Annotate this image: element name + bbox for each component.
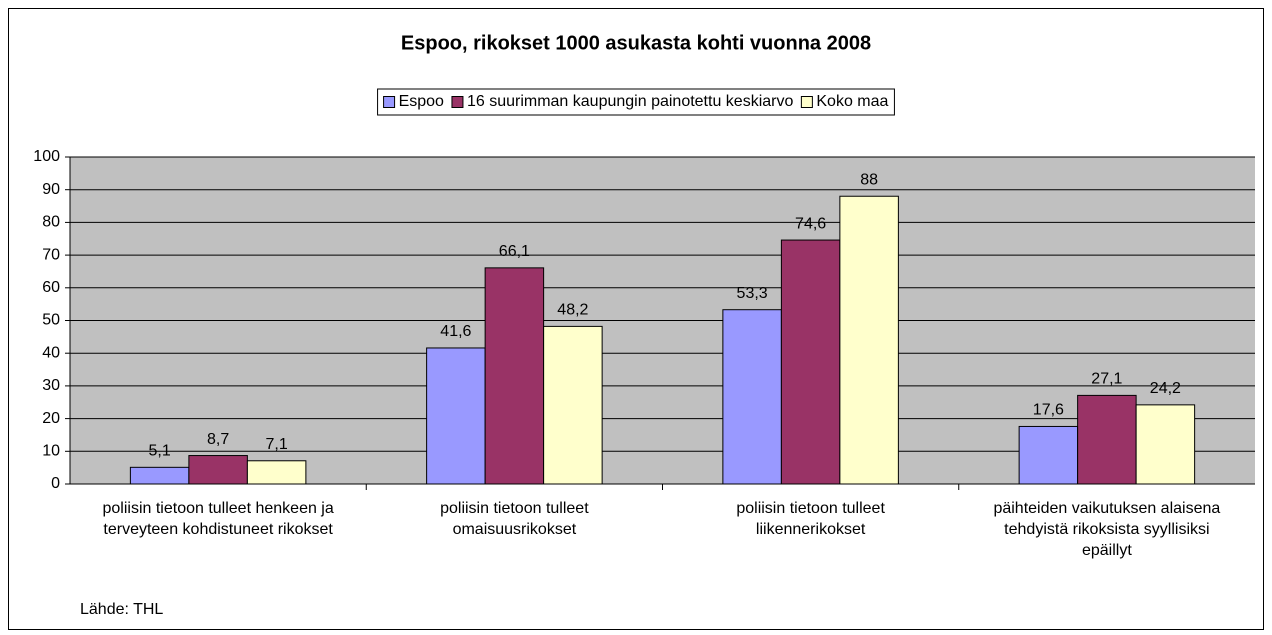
- bar: [188, 455, 248, 485]
- legend-label: Koko maa: [816, 93, 888, 110]
- bar: [426, 347, 486, 485]
- bar: [129, 466, 190, 485]
- data-label: 53,3: [737, 285, 768, 302]
- data-label: 17,6: [1033, 402, 1064, 419]
- chart-title: Espoo, rikokset 1000 asukasta kohti vuon…: [401, 32, 871, 54]
- x-tick-label: päihteiden vaikutuksen alaisena tehdyist…: [993, 500, 1221, 559]
- legend-label: 16 suurimman kaupungin painotettu keskia…: [467, 93, 794, 110]
- y-tick-label: 60: [42, 279, 60, 296]
- y-tick-label: 50: [42, 312, 60, 329]
- legend-label: Espoo: [399, 93, 444, 110]
- x-tick-label: poliisin tietoon tulleet henkeen ja terv…: [102, 500, 334, 538]
- bar: [722, 309, 782, 485]
- y-tick-label: 30: [42, 377, 60, 394]
- data-label: 41,6: [440, 323, 471, 340]
- y-tick-label: 0: [51, 475, 60, 492]
- x-tick-label-box: päihteiden vaikutuksen alaisena tehdyist…: [993, 500, 1221, 559]
- data-label: 5,1: [149, 443, 171, 460]
- bar: [1135, 404, 1196, 485]
- data-label: 7,1: [266, 436, 288, 453]
- x-tick-label-box: poliisin tietoon tulleet henkeen ja terv…: [102, 500, 334, 538]
- bar: [1077, 394, 1137, 485]
- y-tick-label: 100: [33, 148, 60, 165]
- bar: [780, 239, 841, 485]
- x-tick-label: poliisin tietoon tulleet omaisuusrikokse…: [440, 500, 589, 538]
- y-tick-label: 20: [42, 410, 60, 427]
- x-tick-label: poliisin tietoon tulleet liikennerikokse…: [736, 500, 885, 538]
- y-tick-label: 10: [42, 443, 60, 460]
- legend-swatch: [383, 96, 396, 108]
- bar: [246, 460, 307, 485]
- data-label: 8,7: [207, 431, 229, 448]
- data-label: 27,1: [1091, 371, 1122, 388]
- data-label: 66,1: [499, 243, 530, 260]
- y-tick-label: 70: [42, 246, 60, 263]
- y-tick-label: 40: [42, 344, 60, 361]
- bar: [543, 325, 603, 485]
- data-label: 88: [860, 171, 878, 188]
- legend: Espoo 16 suurimman kaupungin painotettu k…: [377, 88, 895, 116]
- y-tick-label: 80: [42, 214, 60, 231]
- data-label: 48,2: [557, 302, 588, 319]
- data-label: 24,2: [1150, 380, 1181, 397]
- legend-swatch: [451, 96, 464, 108]
- bar: [1018, 425, 1079, 485]
- bar: [484, 267, 545, 485]
- legend-swatch: [800, 96, 813, 108]
- x-tick-label-box: poliisin tietoon tulleet omaisuusrikokse…: [440, 500, 589, 538]
- bar: [839, 195, 899, 485]
- x-tick-label-box: poliisin tietoon tulleet liikennerikokse…: [736, 500, 885, 538]
- y-tick-label: 90: [42, 181, 60, 198]
- source-note: Lähde: THL: [80, 601, 163, 618]
- data-label: 74,6: [795, 215, 826, 232]
